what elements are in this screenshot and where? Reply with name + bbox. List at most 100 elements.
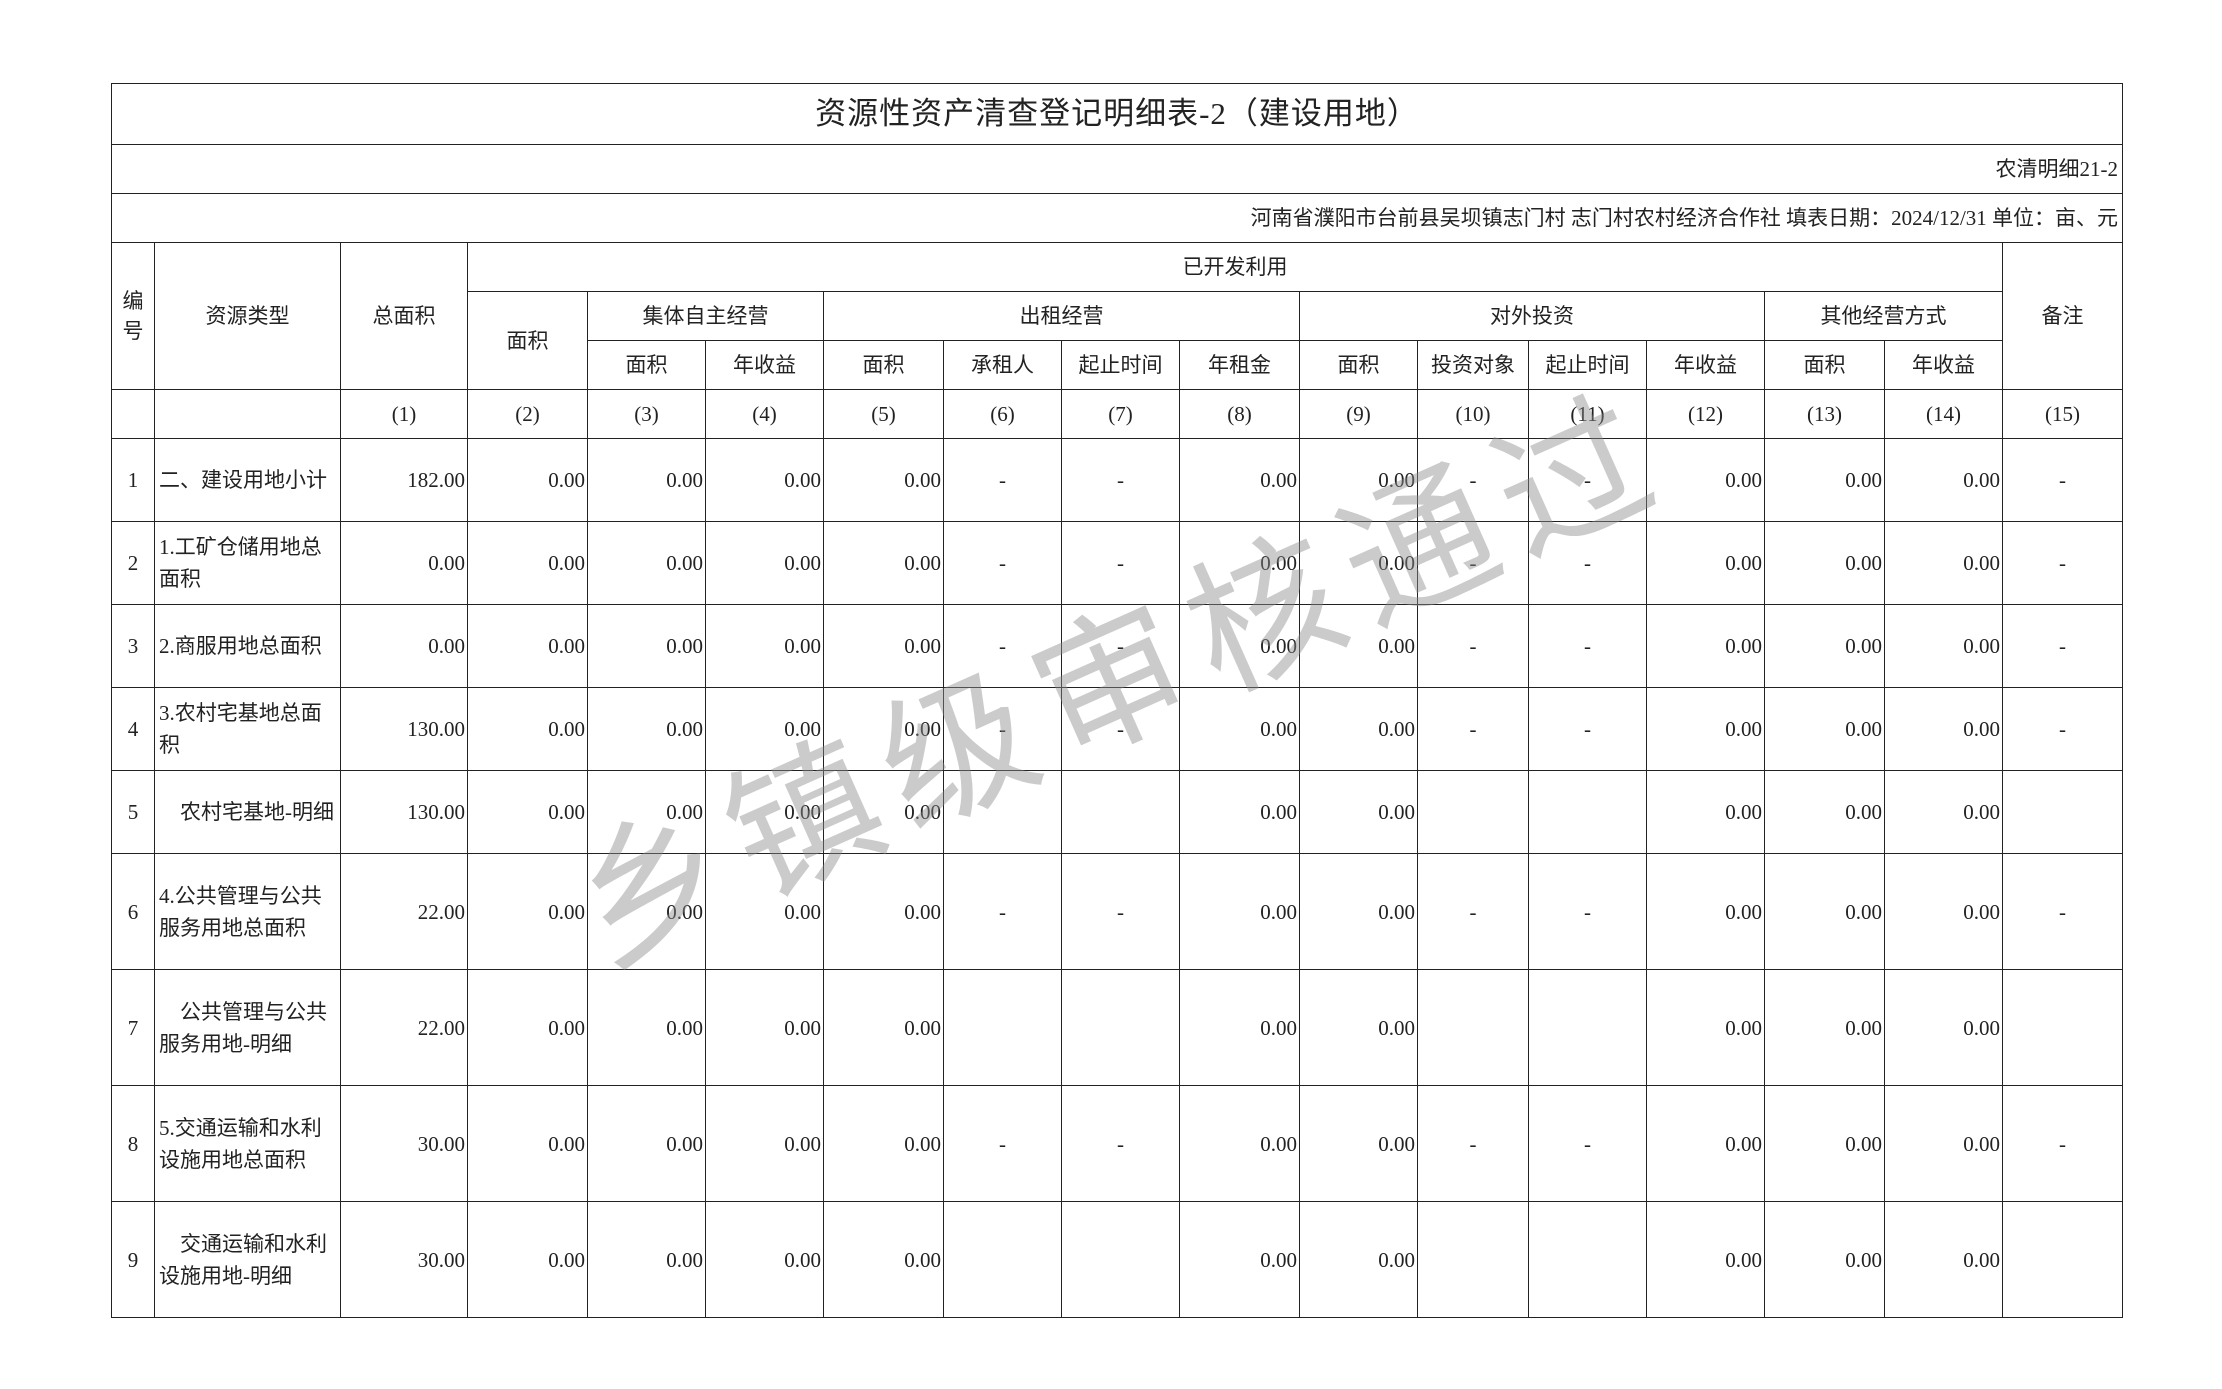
cell-value: 0.00 — [823, 853, 944, 970]
cell-value: 0.00 — [1179, 770, 1300, 854]
header-leased: 出租经营 — [823, 291, 1300, 341]
row-number: 2 — [111, 521, 155, 605]
cell-value: 30.00 — [340, 1201, 468, 1318]
cell-value — [943, 770, 1062, 854]
cell-value: 0.00 — [1646, 969, 1765, 1086]
cell-value: 0.00 — [823, 438, 944, 522]
cell-value: 0.00 — [1179, 969, 1300, 1086]
table-row: 1 二、建设用地小计 182.00 0.00 0.00 0.00 0.00- -0.00 0.0… — [111, 438, 2124, 522]
cell-value: 0.00 — [1299, 438, 1418, 522]
cell-value: 0.00 — [1299, 770, 1418, 854]
cell-value: - — [943, 853, 1062, 970]
cell-value: 0.00 — [467, 521, 588, 605]
header-no: 编号 — [111, 242, 155, 390]
cell-value: 0.00 — [1646, 1085, 1765, 1202]
cell-value: 0.00 — [1764, 770, 1885, 854]
row-number: 7 — [111, 969, 155, 1086]
cell-value: 0.00 — [1764, 438, 1885, 522]
cell-value: - — [943, 438, 1062, 522]
cell-value: - — [1061, 521, 1180, 605]
cell-value: 0.00 — [1179, 604, 1300, 688]
cell-value: - — [1528, 853, 1647, 970]
cell-value: 0.00 — [1299, 1201, 1418, 1318]
cell-value — [1417, 770, 1529, 854]
cell-value: 0.00 — [705, 1085, 824, 1202]
cell-value: 0.00 — [705, 687, 824, 771]
cell-value: - — [1061, 1085, 1180, 1202]
cell-value: - — [943, 604, 1062, 688]
cell-value: 0.00 — [1179, 521, 1300, 605]
cell-value: 0.00 — [1884, 438, 2003, 522]
table-row: 9 交通运输和水利设施用地-明细 30.00 0.00 0.00 0.00 0.00 0.0… — [111, 1201, 2124, 1318]
cell-value: 0.00 — [705, 521, 824, 605]
header-sub-7: 投资对象 — [1417, 340, 1529, 390]
cell-value — [1528, 969, 1647, 1086]
cell-value: 0.00 — [705, 438, 824, 522]
cell-value: - — [1061, 438, 1180, 522]
cell-value: - — [1417, 521, 1529, 605]
cell-value: 0.00 — [1884, 853, 2003, 970]
table-row: 2 1.工矿仓储用地总面积 0.00 0.00 0.00 0.00 0.00- -0.00 0.… — [111, 521, 2124, 605]
header-other: 其他经营方式 — [1764, 291, 2003, 341]
row-number: 6 — [111, 853, 155, 970]
cell-value: 0.00 — [1764, 604, 1885, 688]
header-sub-3: 承租人 — [943, 340, 1062, 390]
cell-value: 0.00 — [587, 1085, 706, 1202]
header-sub-5: 年租金 — [1179, 340, 1300, 390]
cell-value: - — [943, 521, 1062, 605]
column-index: (4) — [705, 389, 824, 439]
cell-value: 0.00 — [705, 604, 824, 688]
resource-type: 公共管理与公共服务用地-明细 — [154, 969, 341, 1086]
cell-value: - — [1061, 604, 1180, 688]
cell-value: 0.00 — [587, 438, 706, 522]
column-index: (1) — [340, 389, 468, 439]
cell-value: 0.00 — [1646, 1201, 1765, 1318]
cell-value: 130.00 — [340, 687, 468, 771]
cell-value: - — [2001, 604, 2124, 688]
row-number: 5 — [111, 770, 155, 854]
cell-value: - — [1417, 687, 1529, 771]
cell-value: 0.00 — [340, 604, 468, 688]
row-number: 4 — [111, 687, 155, 771]
column-index: (14) — [1884, 389, 2003, 439]
cell-value: - — [1061, 853, 1180, 970]
header-sub-1: 年收益 — [705, 340, 824, 390]
cell-value: 0.00 — [1764, 1201, 1885, 1318]
table-row: 5 农村宅基地-明细 130.00 0.00 0.00 0.00 0.00 0.00 0.00… — [111, 770, 2124, 854]
cell-value: 0.00 — [467, 1201, 588, 1318]
column-index: (9) — [1299, 389, 1418, 439]
cell-value — [943, 969, 1062, 1086]
header-sub-8: 起止时间 — [1528, 340, 1647, 390]
cell-value: 0.00 — [1179, 1201, 1300, 1318]
cell-value: - — [1417, 604, 1529, 688]
header-remark: 备注 — [2001, 242, 2124, 390]
cell-value: 22.00 — [340, 853, 468, 970]
asset-register-table: 资源性资产清查登记明细表-2（建设用地） 农清明细21-2 河南省濮阳市台前县吴… — [110, 83, 2124, 1318]
cell-value: 22.00 — [340, 969, 468, 1086]
table-row: 7 公共管理与公共服务用地-明细 22.00 0.00 0.00 0.00 0.00 0.0… — [111, 969, 2124, 1086]
cell-value: 0.00 — [823, 1201, 944, 1318]
cell-value: 0.00 — [1299, 853, 1418, 970]
resource-type: 交通运输和水利设施用地-明细 — [154, 1201, 341, 1318]
cell-value: 0.00 — [1884, 521, 2003, 605]
cell-value: 0.00 — [1179, 438, 1300, 522]
cell-value: 0.00 — [587, 969, 706, 1086]
resource-type: 3.农村宅基地总面积 — [154, 687, 341, 771]
resource-type: 农村宅基地-明细 — [154, 770, 341, 854]
cell-value — [943, 1201, 1062, 1318]
cell-value — [1061, 969, 1180, 1086]
column-index: (6) — [943, 389, 1062, 439]
cell-value: 0.00 — [587, 853, 706, 970]
cell-value: 0.00 — [467, 853, 588, 970]
table-row: 3 2.商服用地总面积 0.00 0.00 0.00 0.00 0.00- -0.00 0.00… — [111, 604, 2124, 688]
cell-value: - — [2001, 438, 2124, 522]
header-sub-9: 年收益 — [1646, 340, 1765, 390]
cell-value: 0.00 — [823, 770, 944, 854]
cell-value: 0.00 — [467, 969, 588, 1086]
cell-value: 0.00 — [1764, 521, 1885, 605]
cell-value: 0.00 — [587, 1201, 706, 1318]
cell-value: 0.00 — [1646, 438, 1765, 522]
cell-value — [1417, 1201, 1529, 1318]
table-row: 8 5.交通运输和水利设施用地总面积 30.00 0.00 0.00 0.00 0.00- -… — [111, 1085, 2124, 1202]
column-index: (10) — [1417, 389, 1529, 439]
